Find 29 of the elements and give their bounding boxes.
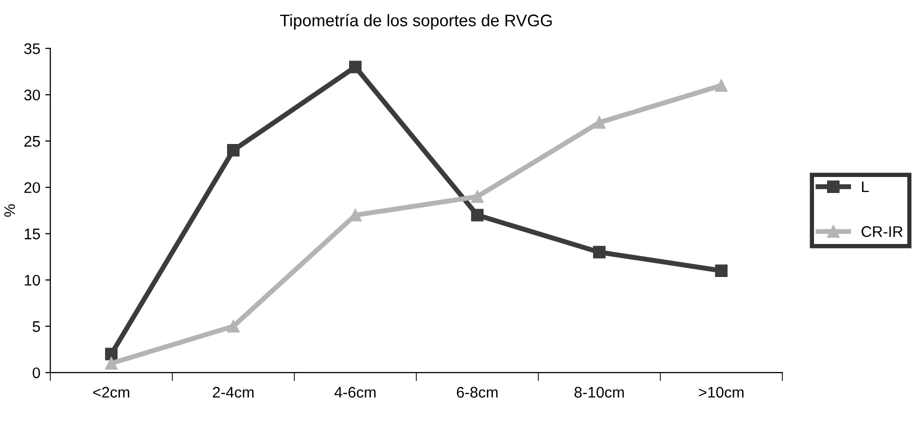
x-tick-label: 8-10cm [574, 386, 624, 398]
point [105, 357, 118, 370]
x-tick-label: 4-6cm [334, 386, 376, 398]
y-tick-label: 10 [24, 274, 40, 286]
point [349, 60, 362, 74]
x-tick-label: <2cm [93, 386, 130, 398]
y-tick-label: 25 [24, 136, 40, 147]
y-tick-label: 5 [32, 321, 40, 332]
point [593, 116, 606, 129]
chart-title: Tipometría de los soportes de RVGG [280, 14, 552, 30]
point [227, 320, 240, 333]
point [105, 348, 118, 360]
y-tick-label: 30 [24, 90, 40, 100]
point [593, 246, 606, 258]
point [715, 79, 728, 92]
point [471, 190, 484, 203]
legend-label: L [862, 182, 869, 192]
x-tick-label: >10cm [698, 386, 744, 398]
y-tick-label: 0 [32, 367, 40, 378]
x-tick-label: 6-8cm [456, 386, 498, 398]
point [471, 208, 484, 222]
legend-label: CR-IR [862, 226, 903, 237]
y-tick-label: 20 [24, 182, 40, 194]
x-tick-label: 2-4cm [212, 386, 254, 398]
y-tick-label: 15 [24, 228, 40, 240]
point [227, 144, 240, 157]
y-axis-title: % [4, 204, 15, 217]
y-tick-label: 35 [24, 43, 40, 54]
point [715, 264, 728, 277]
